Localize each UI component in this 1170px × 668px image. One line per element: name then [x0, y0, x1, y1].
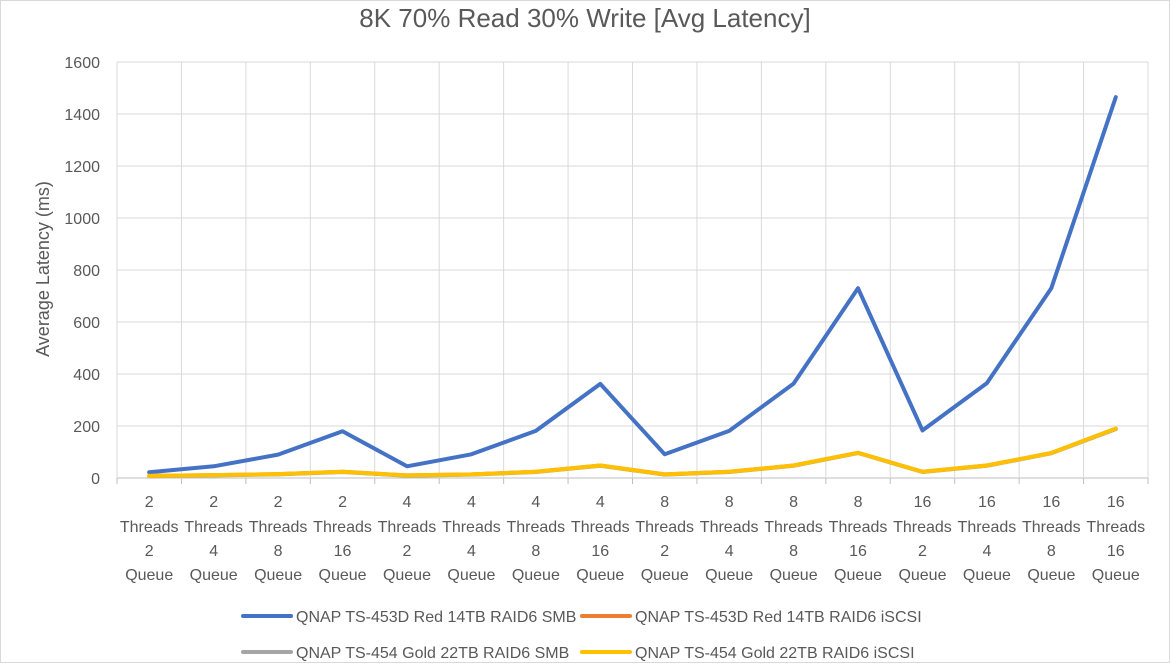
- x-tick-label: Queue: [125, 567, 173, 584]
- x-tick-label: 16: [914, 494, 932, 511]
- y-tick-label: 1000: [64, 211, 100, 228]
- x-tick-label: 8: [789, 543, 798, 560]
- x-tick-label: Threads: [893, 519, 952, 536]
- y-axis-label: Average Latency (ms): [33, 181, 53, 357]
- x-tick-label: Queue: [963, 567, 1011, 584]
- x-tick-label: 4: [403, 494, 412, 511]
- x-tick-label: Queue: [447, 567, 495, 584]
- y-tick-label: 400: [73, 367, 100, 384]
- x-tick-label: Queue: [190, 567, 238, 584]
- y-tick-label: 1400: [64, 107, 100, 124]
- x-tick-label: 16: [849, 543, 867, 560]
- x-tick-label: 16: [334, 543, 352, 560]
- y-tick-label: 1600: [64, 55, 100, 72]
- x-tick-label: Queue: [770, 567, 818, 584]
- x-tick-label: 4: [209, 543, 218, 560]
- x-tick-label: 4: [596, 494, 605, 511]
- x-tick-label: 8: [725, 494, 734, 511]
- x-tick-label: Threads: [249, 519, 308, 536]
- x-tick-label: Queue: [254, 567, 302, 584]
- x-tick-label: Queue: [898, 567, 946, 584]
- x-tick-label: 8: [789, 494, 798, 511]
- x-tick-labels: 2 Threads 2 Queue 2 Threads 4 Queue 2 Threads 8 Que…: [120, 494, 1145, 584]
- y-tick-label: 1200: [64, 159, 100, 176]
- x-tick-label: Threads: [635, 519, 694, 536]
- x-tick-label: Queue: [1027, 567, 1075, 584]
- x-tick-label: 2: [274, 494, 283, 511]
- series-line-1: [147, 95, 1118, 475]
- x-tick-label: 2: [660, 543, 669, 560]
- series-lines: [147, 95, 1118, 479]
- x-tick-label: Threads: [506, 519, 565, 536]
- x-tick-label: 4: [467, 494, 476, 511]
- x-tick-label: Queue: [1092, 567, 1140, 584]
- x-tick-label: Threads: [829, 519, 888, 536]
- x-tick-label: Queue: [641, 567, 689, 584]
- x-tick-label: 8: [274, 543, 283, 560]
- x-tick-label: Threads: [378, 519, 437, 536]
- x-tick-label: 8: [531, 543, 540, 560]
- x-tick-label: Threads: [442, 519, 501, 536]
- x-tick-label: 2: [145, 494, 154, 511]
- x-tick-label: Queue: [383, 567, 431, 584]
- x-tick-label: 16: [978, 494, 996, 511]
- legend-label: QNAP TS-454 Gold 22TB RAID6 iSCSI: [635, 645, 915, 662]
- x-tick-label: Threads: [313, 519, 372, 536]
- legend-label: QNAP TS-453D Red 14TB RAID6 iSCSI: [635, 609, 922, 626]
- x-tick-label: 2: [338, 494, 347, 511]
- y-tick-label: 600: [73, 315, 100, 332]
- x-tick-label: Threads: [1086, 519, 1145, 536]
- x-tick-label: 2: [145, 543, 154, 560]
- x-tick-label: Threads: [120, 519, 179, 536]
- x-tick-label: Queue: [834, 567, 882, 584]
- x-tick-label: 4: [531, 494, 540, 511]
- x-tick-label: 2: [918, 543, 927, 560]
- x-tick-label: 2: [403, 543, 412, 560]
- y-tick-label: 0: [91, 471, 100, 488]
- x-tick-label: 16: [1107, 494, 1125, 511]
- x-tick-label: 8: [660, 494, 669, 511]
- x-tick-label: 4: [725, 543, 734, 560]
- x-tick-label: 8: [1047, 543, 1056, 560]
- x-tick-label: 16: [1107, 543, 1125, 560]
- x-tick-label: Threads: [184, 519, 243, 536]
- x-tick-label: Queue: [576, 567, 624, 584]
- series-line-4: [147, 426, 1118, 478]
- x-tick-label: Queue: [319, 567, 367, 584]
- x-tick-label: 4: [982, 543, 991, 560]
- y-tick-label: 200: [73, 419, 100, 436]
- legend-label: QNAP TS-453D Red 14TB RAID6 SMB: [296, 609, 576, 626]
- x-tick-label: 16: [1042, 494, 1060, 511]
- x-tick-label: Threads: [958, 519, 1017, 536]
- x-tick-label: Threads: [571, 519, 630, 536]
- x-tick-label: Threads: [700, 519, 759, 536]
- y-tick-labels: 0 200 400 600 800 1000 1200 1400 1600: [64, 55, 100, 488]
- x-tick-label: 2: [209, 494, 218, 511]
- x-tick-label: 4: [467, 543, 476, 560]
- x-tick-label: Queue: [512, 567, 560, 584]
- chart-title: 8K 70% Read 30% Write [Avg Latency]: [359, 3, 810, 33]
- x-tick-label: Threads: [764, 519, 823, 536]
- y-tick-label: 800: [73, 263, 100, 280]
- x-tick-label: Queue: [705, 567, 753, 584]
- x-tick-label: 16: [591, 543, 609, 560]
- legend-label: QNAP TS-454 Gold 22TB RAID6 SMB: [296, 645, 569, 662]
- x-tick-label: Threads: [1022, 519, 1081, 536]
- legend: QNAP TS-453D Red 14TB RAID6 SMB QNAP TS-4…: [241, 609, 922, 662]
- x-tick-label: 8: [854, 494, 863, 511]
